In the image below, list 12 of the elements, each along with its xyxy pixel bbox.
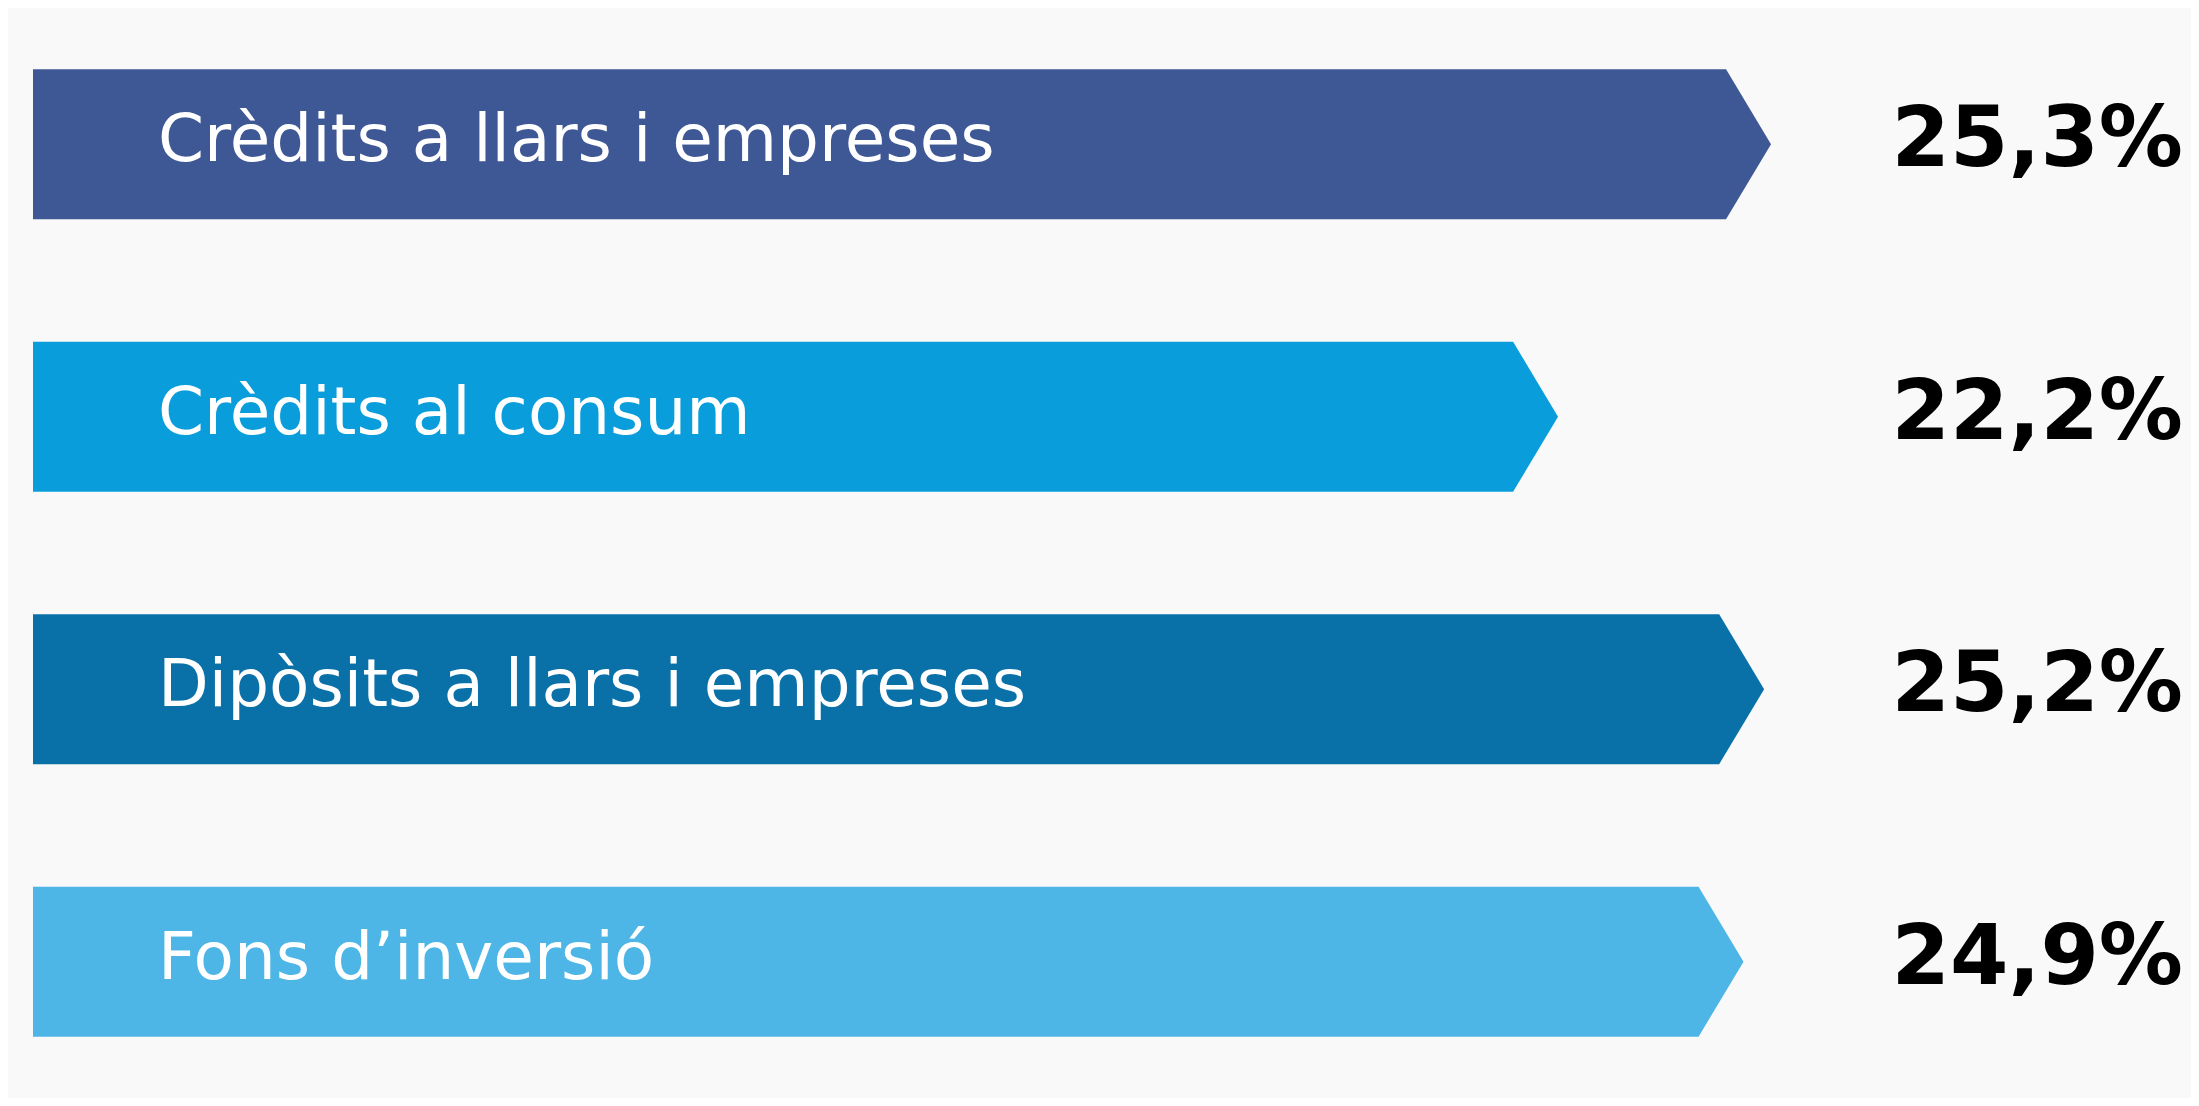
bar — [33, 69, 1771, 220]
y-tick-label: Crèdits al consum — [158, 372, 751, 450]
data-label: 25,2% — [1891, 633, 2183, 732]
y-tick-label: Fons d’inversió — [158, 917, 655, 995]
data-label: 24,9% — [1891, 905, 2183, 1004]
data-label: 25,3% — [1891, 88, 2183, 187]
y-tick-label: Dipòsits a llars i empreses — [158, 645, 1027, 723]
bar — [33, 614, 1765, 765]
data-label: 22,2% — [1891, 360, 2183, 459]
y-tick-label: Crèdits a llars i empreses — [158, 100, 995, 178]
bar — [33, 886, 1744, 1037]
bar — [33, 341, 1559, 492]
